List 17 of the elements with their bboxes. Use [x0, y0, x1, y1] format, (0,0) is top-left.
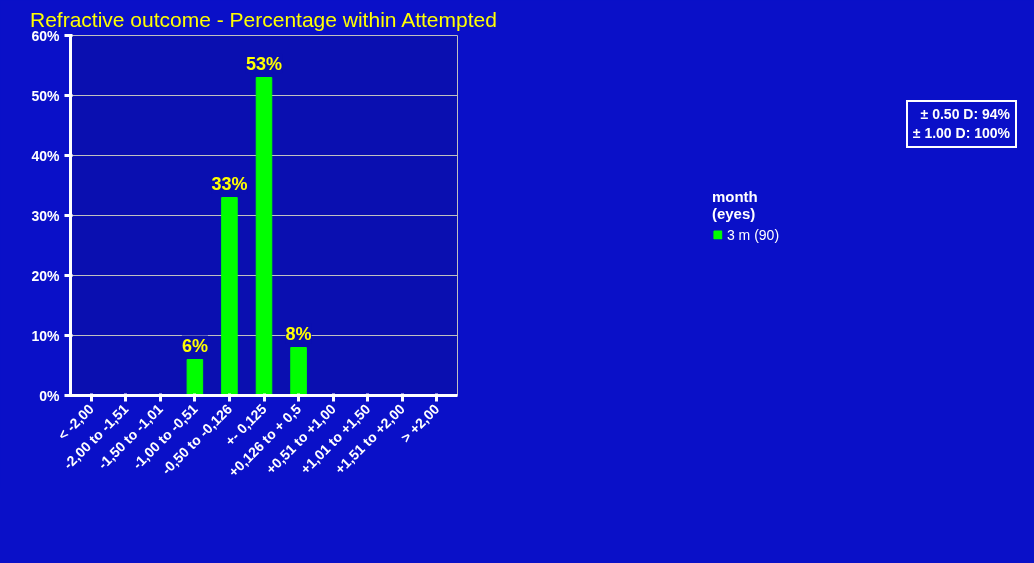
bar — [290, 347, 307, 396]
legend-title: month (eyes) — [711, 187, 759, 222]
y-tick-label: 20% — [31, 267, 61, 284]
bar — [221, 197, 238, 396]
y-tick-label: 30% — [31, 207, 61, 224]
y-tick-label: 50% — [31, 87, 61, 104]
text: ± 0.50 D: 94% ± 1.00 D: 100% — [912, 105, 1010, 143]
legend-label: 3 m (90) — [726, 226, 780, 243]
y-tick-label: 0% — [39, 387, 61, 404]
data-label: 6% — [181, 335, 208, 356]
data-label: 8% — [285, 323, 312, 344]
bar — [186, 359, 204, 396]
y-tick-label: 40% — [31, 147, 61, 164]
data-label: 53% — [245, 53, 283, 74]
data-label: 33% — [211, 173, 248, 194]
y-tick-label: 10% — [31, 327, 61, 344]
bar — [255, 77, 273, 396]
